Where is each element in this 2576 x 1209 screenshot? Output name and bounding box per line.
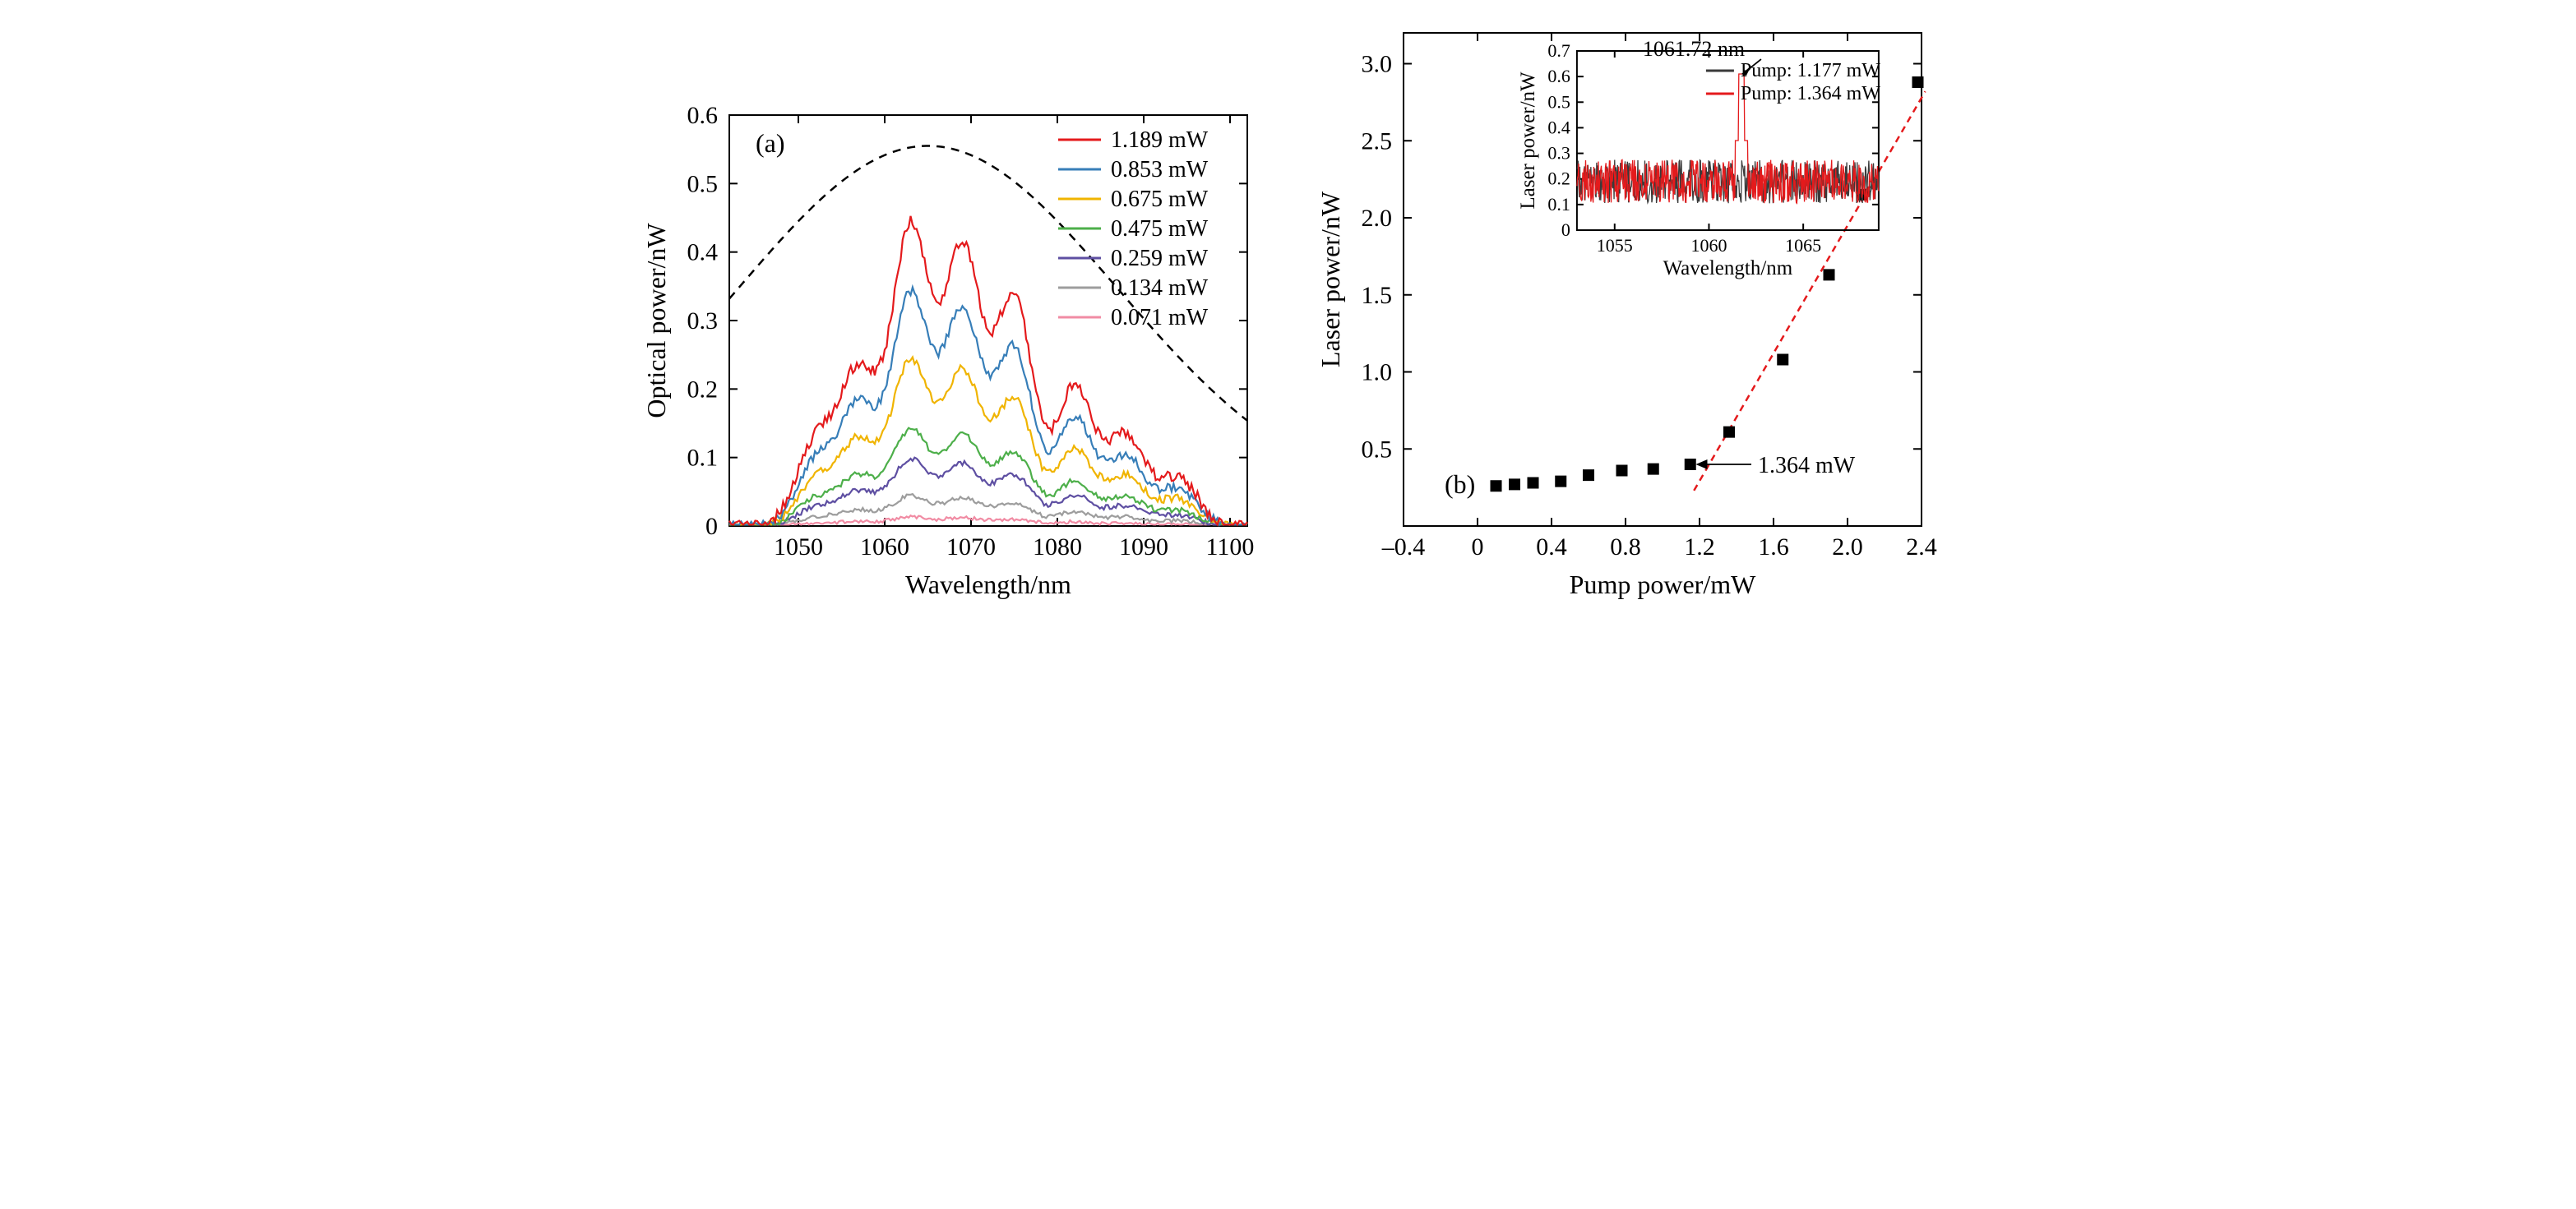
svg-text:0.7: 0.7 <box>1547 40 1570 61</box>
svg-text:1100: 1100 <box>1205 533 1254 561</box>
panel-b: ‒0.4 0 0.4 0.8 1.2 1.6 2.0 2.4 0.5 1.0 1.5 2.0 2.5 3.… <box>1313 16 1938 608</box>
svg-text:‒0.4: ‒0.4 <box>1380 533 1425 561</box>
inset-ylabel: Laser power/nW <box>1516 72 1538 210</box>
inset-chart: 1055 1060 1065 0 0.1 0.2 0.3 0.4 0.5 0.6 0.7 Wavele… <box>1516 37 1880 279</box>
data-point <box>1823 269 1834 280</box>
panel-a-label: (a) <box>756 128 785 158</box>
svg-text:0.5: 0.5 <box>687 170 718 197</box>
svg-text:1090: 1090 <box>1119 533 1168 561</box>
panel-a-ylabel: Optical power/nW <box>641 223 671 418</box>
svg-text:0.1: 0.1 <box>1547 194 1570 215</box>
data-point <box>1509 478 1520 490</box>
legend-entry: 0.475 mW <box>1111 216 1209 242</box>
svg-text:2.0: 2.0 <box>1361 205 1392 232</box>
legend-entry: 0.853 mW <box>1111 157 1209 182</box>
legend-entry: 0.259 mW <box>1111 246 1209 271</box>
peak-label: 1061.72 nm <box>1642 37 1744 61</box>
svg-text:0.6: 0.6 <box>687 102 718 129</box>
svg-text:0.3: 0.3 <box>687 307 718 335</box>
data-point <box>1555 476 1566 487</box>
svg-text:1060: 1060 <box>1690 235 1727 256</box>
svg-text:1060: 1060 <box>860 533 909 561</box>
panel-b-label: (b) <box>1445 469 1475 499</box>
svg-text:2.5: 2.5 <box>1361 127 1392 155</box>
svg-text:2.4: 2.4 <box>1906 533 1937 561</box>
svg-text:0.4: 0.4 <box>687 239 718 266</box>
legend-entry: 0.675 mW <box>1111 187 1209 212</box>
threshold-annotation: 1.364 mW <box>1758 453 1856 478</box>
panel-a: 1050 1060 1070 1080 1090 1100 0 0.1 0.2 0.3 0.4 0.5… <box>639 99 1264 608</box>
data-point <box>1647 464 1658 475</box>
svg-text:1080: 1080 <box>1033 533 1082 561</box>
svg-text:1.2: 1.2 <box>1684 533 1715 561</box>
legend-entry: 0.071 mW <box>1111 305 1209 330</box>
data-point <box>1490 480 1501 491</box>
svg-text:0: 0 <box>705 513 718 540</box>
panel-b-xlabel: Pump power/mW <box>1569 570 1755 599</box>
legend-entry: 0.134 mW <box>1111 275 1209 301</box>
panel-a-svg: 1050 1060 1070 1080 1090 1100 0 0.1 0.2 0.3 0.4 0.5… <box>639 99 1264 608</box>
svg-text:1.0: 1.0 <box>1361 359 1392 386</box>
svg-text:1055: 1055 <box>1596 235 1632 256</box>
svg-text:0: 0 <box>1471 533 1483 561</box>
svg-text:0.6: 0.6 <box>1547 66 1570 86</box>
svg-text:3.0: 3.0 <box>1361 51 1392 78</box>
svg-text:1050: 1050 <box>774 533 823 561</box>
svg-text:1.5: 1.5 <box>1361 282 1392 309</box>
figure-container: 1050 1060 1070 1080 1090 1100 0 0.1 0.2 0.3 0.4 0.5… <box>16 16 2560 608</box>
legend-entry: 1.189 mW <box>1111 127 1209 153</box>
svg-text:0.1: 0.1 <box>687 445 718 472</box>
data-point <box>1527 478 1538 489</box>
svg-text:1065: 1065 <box>1785 235 1821 256</box>
inset-xlabel: Wavelength/nm <box>1663 257 1792 279</box>
panel-b-ylabel: Laser power/nW <box>1316 191 1345 367</box>
inset-legend-entry: Pump: 1.177 mW <box>1740 60 1880 81</box>
svg-text:0.5: 0.5 <box>1361 436 1392 463</box>
data-point <box>1723 427 1735 438</box>
svg-text:1.6: 1.6 <box>1758 533 1789 561</box>
svg-text:0.4: 0.4 <box>1536 533 1567 561</box>
svg-text:0.2: 0.2 <box>687 376 718 403</box>
svg-text:2.0: 2.0 <box>1832 533 1863 561</box>
data-point <box>1583 469 1594 481</box>
panel-b-svg: ‒0.4 0 0.4 0.8 1.2 1.6 2.0 2.4 0.5 1.0 1.5 2.0 2.5 3.… <box>1313 16 1938 608</box>
svg-text:0.3: 0.3 <box>1547 143 1570 164</box>
svg-text:1070: 1070 <box>946 533 996 561</box>
data-point <box>1616 465 1627 477</box>
panel-a-xlabel: Wavelength/nm <box>905 570 1071 599</box>
svg-text:0: 0 <box>1561 219 1570 240</box>
data-point <box>1912 76 1923 88</box>
svg-text:0.8: 0.8 <box>1610 533 1641 561</box>
data-point <box>1777 354 1788 366</box>
svg-text:0.4: 0.4 <box>1547 117 1570 137</box>
svg-text:0.5: 0.5 <box>1547 91 1570 112</box>
svg-text:0.2: 0.2 <box>1547 168 1570 189</box>
data-point <box>1684 459 1695 470</box>
inset-legend-entry: Pump: 1.364 mW <box>1740 83 1880 104</box>
